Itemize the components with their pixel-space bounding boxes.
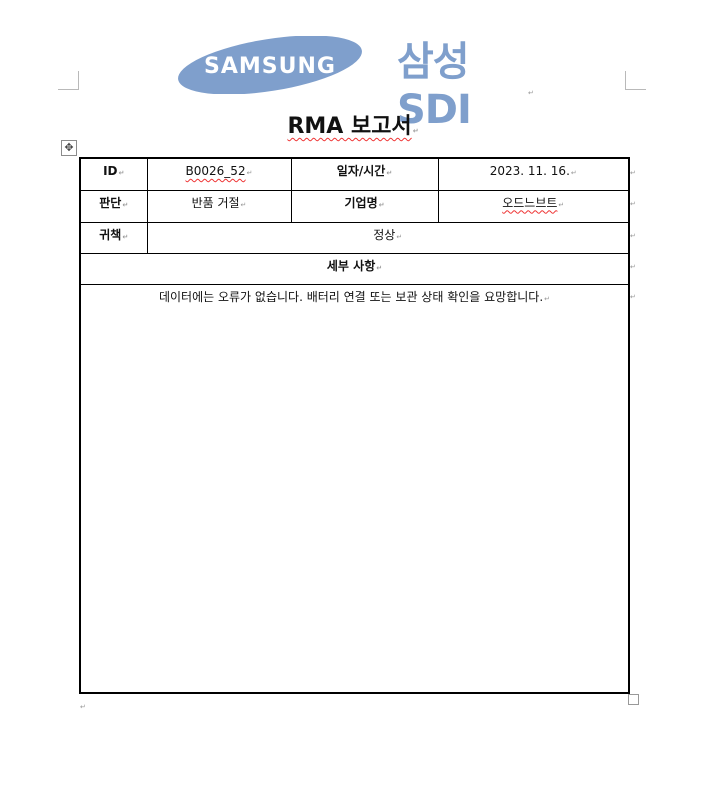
date-value: 2023. 11. 16. xyxy=(489,164,570,178)
row-end-mark-icon: ↵ xyxy=(630,263,636,271)
table-row: 귀책↵ 정상↵ xyxy=(79,221,630,254)
id-value-cell[interactable]: B0026_52↵ xyxy=(146,157,292,191)
id-label: ID xyxy=(103,164,118,178)
paragraph-mark-icon: ↵ xyxy=(528,89,534,97)
judgment-value-cell[interactable]: 반품 거절↵ xyxy=(146,189,292,223)
rma-table: ID↵ B0026_52↵ 일자/시간↵ 2023. 11. 16.↵ 판단↵ … xyxy=(79,157,630,694)
judgment-value: 반품 거절 xyxy=(191,195,240,210)
row-end-mark-icon: ↵ xyxy=(630,169,636,177)
samsung-sdi-logo: 삼성SDI xyxy=(397,39,472,133)
row-end-mark-icon: ↵ xyxy=(630,293,636,301)
judgment-label: 판단 xyxy=(99,195,122,210)
paragraph-mark-icon: ↵ xyxy=(80,703,86,711)
id-label-cell[interactable]: ID↵ xyxy=(79,157,148,191)
row-end-mark-icon: ↵ xyxy=(630,200,636,208)
company-label-cell[interactable]: 기업명↵ xyxy=(290,189,439,223)
row-end-mark-icon: ↵ xyxy=(630,232,636,240)
table-resize-icon[interactable] xyxy=(628,694,639,705)
details-header-cell[interactable]: 세부 사항↵ xyxy=(79,252,630,285)
date-label: 일자/시간 xyxy=(336,164,386,178)
margin-corner-top-right xyxy=(625,71,646,90)
company-value-cell[interactable]: 오드느브트↵ xyxy=(437,189,630,223)
table-move-icon[interactable]: ✥ xyxy=(61,140,77,156)
date-label-cell[interactable]: 일자/시간↵ xyxy=(290,157,439,191)
attribution-value-cell[interactable]: 정상↵ xyxy=(146,221,630,254)
table-row: 데이터에는 오류가 없습니다. 배터리 연결 또는 보관 상태 확인을 요망합니… xyxy=(79,283,630,694)
table-row: 세부 사항↵ xyxy=(79,252,630,285)
attribution-value: 정상 xyxy=(373,227,396,242)
details-text: 데이터에는 오류가 없습니다. 배터리 연결 또는 보관 상태 확인을 요망합니… xyxy=(158,289,544,304)
samsung-logo: SAMSUNG xyxy=(176,36,364,94)
attribution-label: 귀책 xyxy=(99,227,122,242)
company-value: 오드느브트 xyxy=(502,195,558,210)
details-body-cell[interactable]: 데이터에는 오류가 없습니다. 배터리 연결 또는 보관 상태 확인을 요망합니… xyxy=(79,283,630,694)
header-logos: SAMSUNG 삼성SDI xyxy=(176,34,536,133)
date-value-cell[interactable]: 2023. 11. 16.↵ xyxy=(437,157,630,191)
judgment-label-cell[interactable]: 판단↵ xyxy=(79,189,148,223)
details-label: 세부 사항 xyxy=(326,258,376,273)
table-row: 판단↵ 반품 거절↵ 기업명↵ 오드느브트↵ xyxy=(79,189,630,223)
table-row: ID↵ B0026_52↵ 일자/시간↵ 2023. 11. 16.↵ xyxy=(79,157,630,191)
document-title[interactable]: RMA 보고서↵ xyxy=(287,114,419,139)
company-label: 기업명 xyxy=(344,195,378,210)
samsung-logo-text: SAMSUNG xyxy=(204,54,336,79)
id-value: B0026_52 xyxy=(185,164,246,178)
margin-corner-top-left xyxy=(58,71,79,90)
attribution-label-cell[interactable]: 귀책↵ xyxy=(79,221,148,254)
